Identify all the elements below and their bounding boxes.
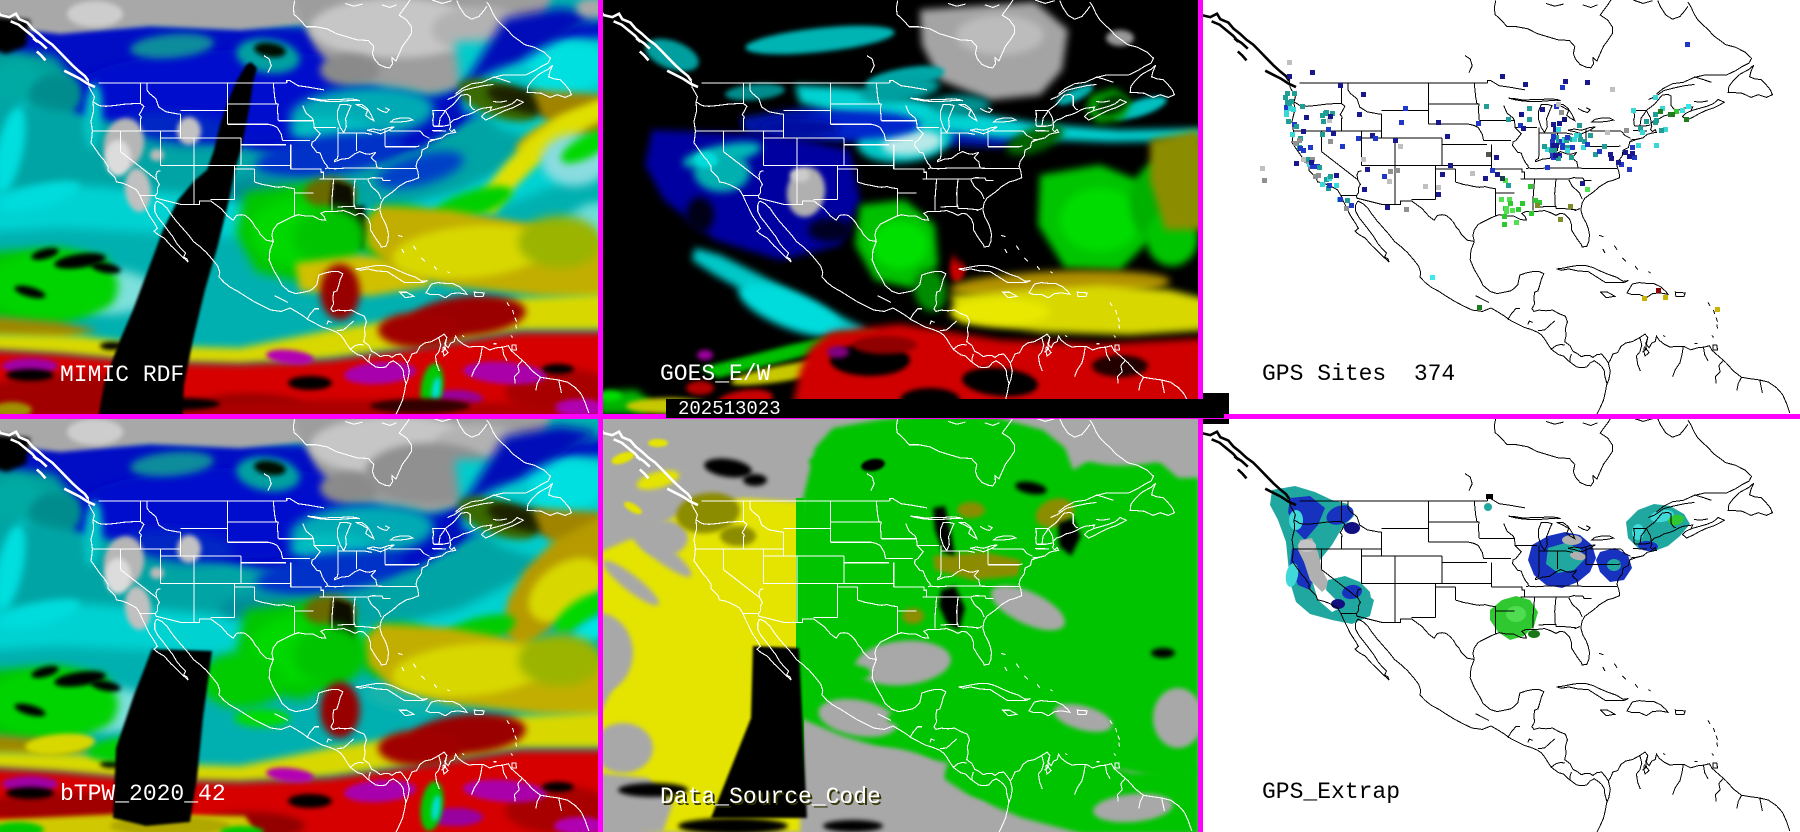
svg-text:202513023: 202513023 — [678, 398, 781, 420]
svg-text:GOES_E/W: GOES_E/W — [660, 361, 771, 387]
svg-text:Data_Source_Code: Data_Source_Code — [660, 784, 881, 810]
svg-text:GPS_Extrap: GPS_Extrap — [1262, 779, 1400, 805]
svg-text:GPS Sites 374: GPS Sites 374 — [1262, 361, 1455, 387]
svg-text:bTPW_2020_42: bTPW_2020_42 — [60, 781, 226, 807]
svg-text:MIMIC RDF: MIMIC RDF — [60, 362, 184, 388]
svg-text:Data_Source_Code: Data_Source_Code — [662, 786, 883, 812]
